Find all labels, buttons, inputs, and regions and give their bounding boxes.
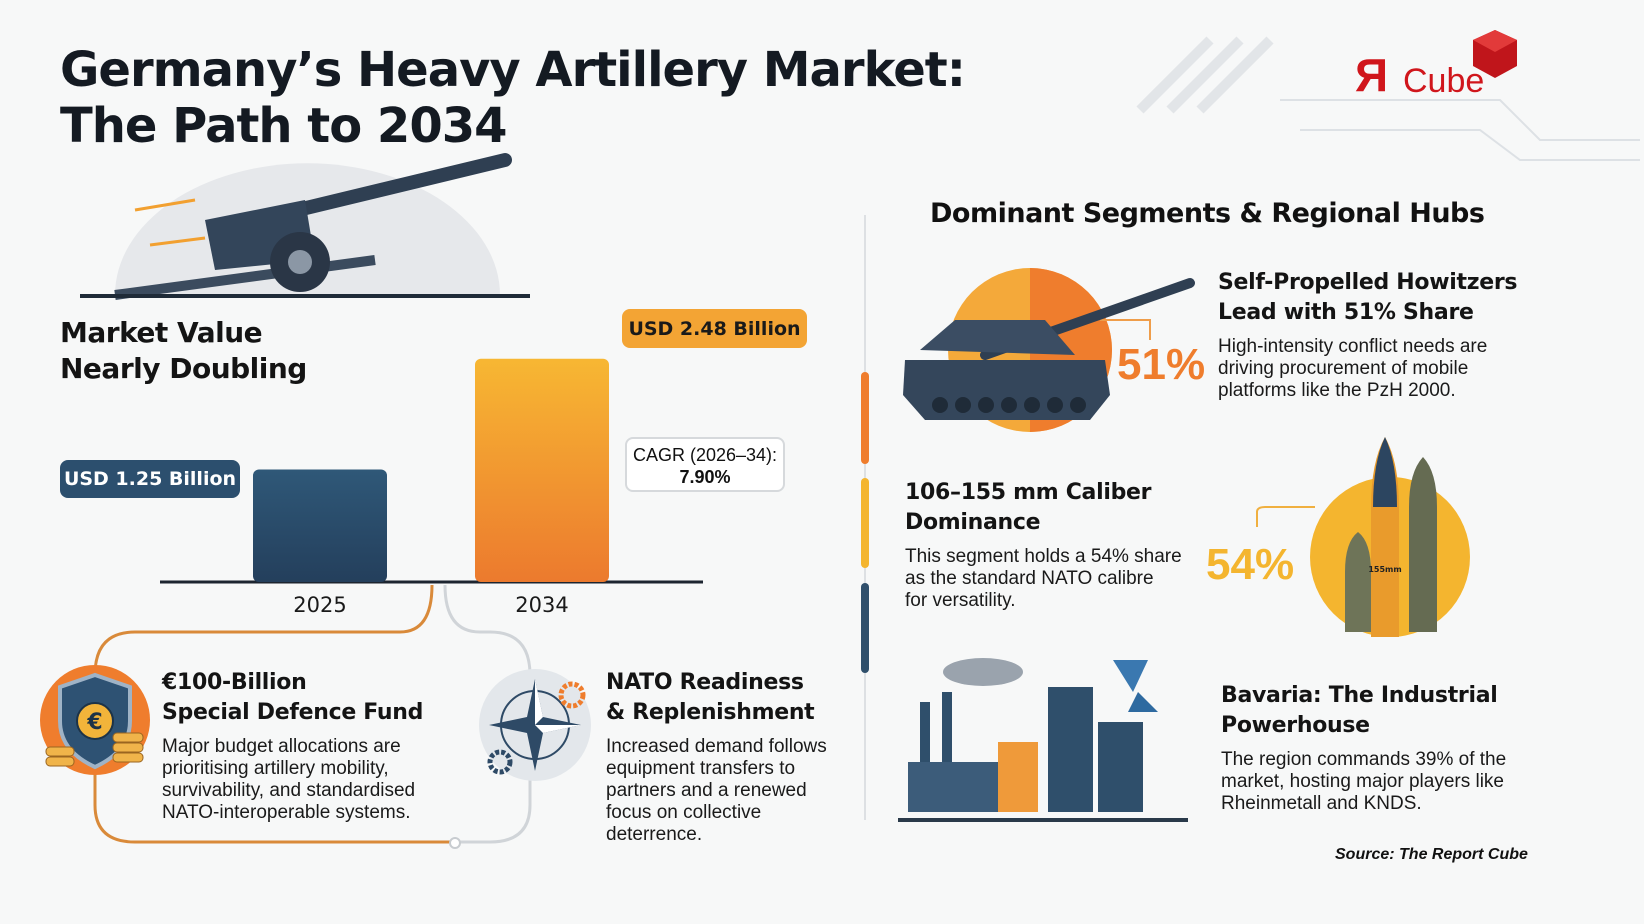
howitzer-tank-icon xyxy=(903,268,1195,432)
title-line-2: The Path to 2034 xyxy=(60,98,508,154)
cagr-label: CAGR (2026–34): xyxy=(632,445,778,465)
segment-marker-blue xyxy=(861,583,869,673)
callout-2034: USD 2.48 Billion xyxy=(622,309,807,348)
segment-body-line: market, hosting major players like xyxy=(1221,771,1504,792)
cube-icon xyxy=(1473,30,1517,78)
callout-2025: USD 1.25 Billion xyxy=(60,460,240,498)
background-lines xyxy=(1136,36,1640,161)
segment-body-line: The region commands 39% of the xyxy=(1221,749,1507,770)
driver-title: NATO Readiness xyxy=(606,670,804,695)
cagr-value: 7.90% xyxy=(679,467,731,487)
source-note: Source: The Report Cube xyxy=(1335,846,1528,863)
driver-body-line: Major budget allocations are xyxy=(162,736,401,757)
segment-caliber: 106–155 mm Caliber Dominance This segmen… xyxy=(905,478,1182,612)
driver-body-line: prioritising artillery mobility, xyxy=(162,758,389,779)
segment-body-line: This segment holds a 54% share xyxy=(905,546,1182,567)
segment-title: 106–155 mm Caliber xyxy=(905,480,1152,505)
segment-percent: 51% xyxy=(1117,340,1206,389)
market-heading: Market Value Nearly Doubling xyxy=(60,315,307,387)
segment-title: Bavaria: The Industrial xyxy=(1221,683,1498,708)
page-title: Germany’s Heavy Artillery Market: The Pa… xyxy=(60,42,966,154)
segment-title: Powerhouse xyxy=(1221,713,1370,738)
factory-icon xyxy=(898,658,1188,822)
driver-body-line: deterrence. xyxy=(606,824,703,845)
segment-title: Self-Propelled Howitzers xyxy=(1218,270,1518,295)
x-tick-label: 2034 xyxy=(515,593,568,617)
segment-bavaria: Bavaria: The Industrial Powerhouse The r… xyxy=(1221,681,1506,815)
driver-body-line: partners and a renewed xyxy=(606,780,807,801)
segment-body-line: for versatility. xyxy=(905,590,1016,611)
segment-title: Lead with 51% Share xyxy=(1218,300,1474,325)
segment-marker-orange xyxy=(861,372,869,464)
segment-howitzers: Self-Propelled Howitzers Lead with 51% S… xyxy=(1218,268,1517,402)
market-bar-chart: 2025 2034 xyxy=(160,358,703,617)
nato-compass-icon xyxy=(479,669,591,781)
logo: Я Cube xyxy=(1355,28,1525,108)
shield-euro-icon: € xyxy=(40,665,150,775)
segment-percent: 54% xyxy=(1206,540,1295,589)
segments-heading: Dominant Segments & Regional Hubs xyxy=(930,198,1485,229)
driver-body-line: equipment transfers to xyxy=(606,758,796,779)
driver-title: Special Defence Fund xyxy=(162,700,424,725)
segment-title: Dominance xyxy=(905,510,1041,535)
driver-nato: NATO Readiness & Replenishment Increased… xyxy=(606,668,827,846)
driver-fund: €100-Billion Special Defence Fund Major … xyxy=(162,668,423,824)
driver-body-line: NATO-interoperable systems. xyxy=(162,802,411,823)
shell-label: 155mm xyxy=(1368,565,1401,574)
segment-marker-yellow xyxy=(861,478,869,568)
segment-body-line: High-intensity conflict needs are xyxy=(1218,336,1488,357)
artillery-shells-icon: 155mm xyxy=(1256,437,1470,637)
bar-2034 xyxy=(475,358,609,582)
logo-r: Я xyxy=(1355,49,1389,101)
market-heading-line-2: Nearly Doubling xyxy=(60,352,307,385)
cannon-illustration xyxy=(80,153,530,300)
cagr-callout: CAGR (2026–34): 7.90% xyxy=(625,437,785,492)
driver-title: €100-Billion xyxy=(162,670,307,695)
segment-body-line: as the standard NATO calibre xyxy=(905,568,1154,589)
x-tick-label: 2025 xyxy=(293,593,346,617)
connector-lines xyxy=(93,584,532,849)
driver-body-line: survivability, and standardised xyxy=(162,780,416,801)
segment-body-line: driving procurement of mobile xyxy=(1218,358,1469,379)
driver-title: & Replenishment xyxy=(606,700,815,725)
title-line-1: Germany’s Heavy Artillery Market: xyxy=(60,42,966,98)
driver-body-line: Increased demand follows xyxy=(606,736,827,757)
svg-text:€: € xyxy=(86,710,102,735)
segment-body-line: platforms like the PzH 2000. xyxy=(1218,380,1456,401)
bar-2025 xyxy=(253,469,387,582)
segment-body-line: Rheinmetall and KNDS. xyxy=(1221,793,1422,814)
market-heading-line-1: Market Value xyxy=(60,316,263,349)
driver-body-line: focus on collective xyxy=(606,802,762,823)
logo-cube: Cube xyxy=(1403,62,1485,100)
